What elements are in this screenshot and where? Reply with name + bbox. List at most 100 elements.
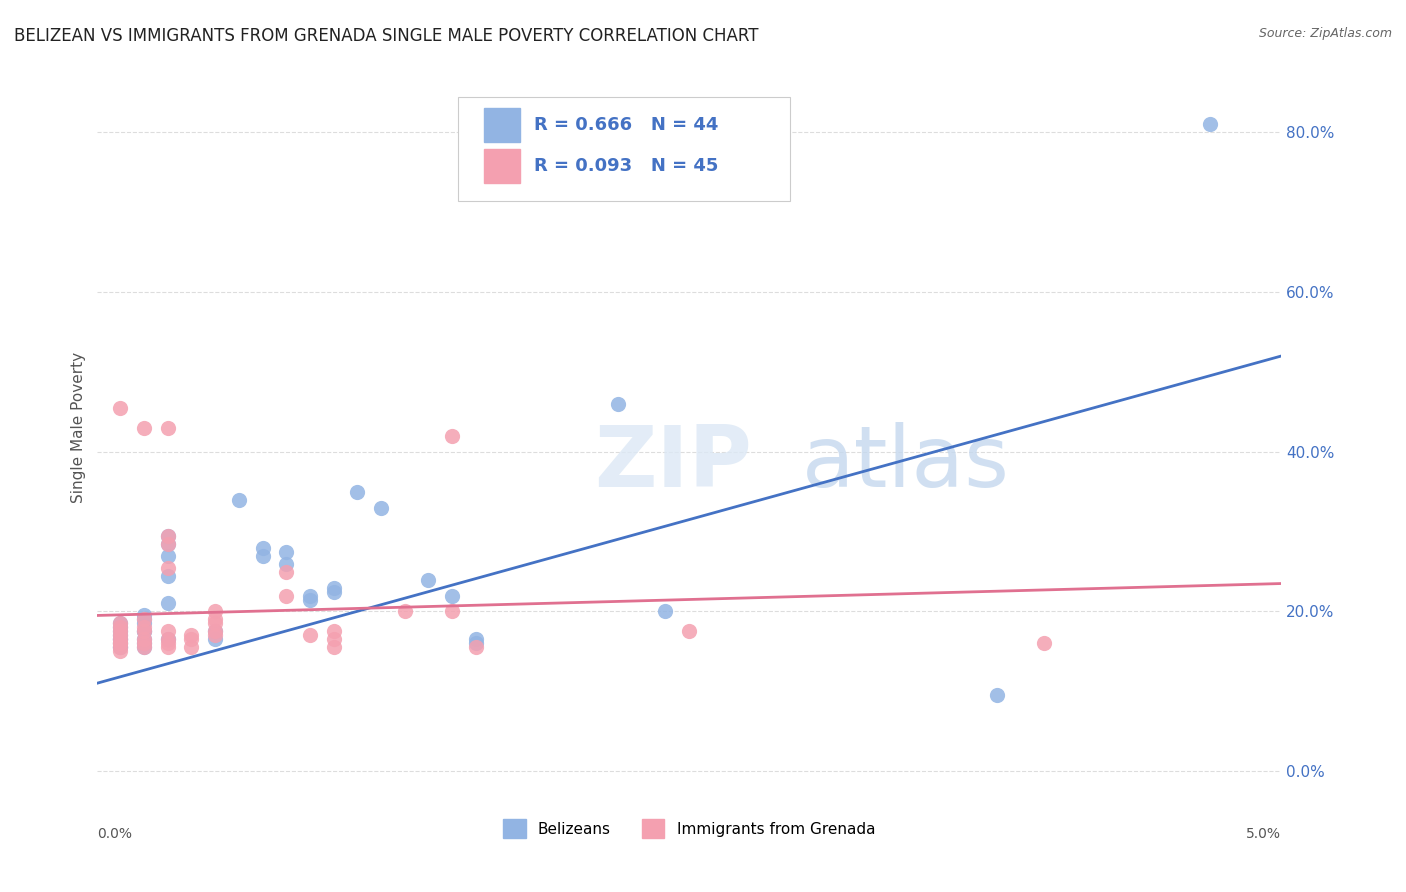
- Point: [156, 536, 179, 550]
- Point: [110, 636, 132, 650]
- Point: [132, 612, 155, 626]
- Point: [298, 628, 321, 642]
- Point: [252, 541, 274, 555]
- Point: [156, 536, 179, 550]
- Point: [276, 589, 298, 603]
- Point: [110, 616, 132, 631]
- Point: [156, 640, 179, 655]
- Point: [322, 632, 344, 647]
- Point: [298, 592, 321, 607]
- Point: [1033, 636, 1056, 650]
- Point: [110, 624, 132, 639]
- Point: [110, 640, 132, 655]
- Point: [464, 636, 486, 650]
- Point: [276, 565, 298, 579]
- Text: atlas: atlas: [801, 422, 1010, 505]
- Point: [132, 608, 155, 623]
- Point: [110, 628, 132, 642]
- Point: [298, 589, 321, 603]
- Point: [441, 429, 464, 443]
- Text: 5.0%: 5.0%: [1246, 827, 1281, 840]
- Point: [156, 597, 179, 611]
- Point: [110, 640, 132, 655]
- Point: [110, 616, 132, 631]
- Point: [156, 549, 179, 563]
- Point: [132, 624, 155, 639]
- Point: [132, 640, 155, 655]
- Point: [132, 636, 155, 650]
- Point: [110, 624, 132, 639]
- Point: [370, 500, 392, 515]
- Point: [322, 584, 344, 599]
- Text: R = 0.093   N = 45: R = 0.093 N = 45: [534, 157, 718, 175]
- Point: [276, 544, 298, 558]
- Text: BELIZEAN VS IMMIGRANTS FROM GRENADA SINGLE MALE POVERTY CORRELATION CHART: BELIZEAN VS IMMIGRANTS FROM GRENADA SING…: [14, 27, 759, 45]
- Point: [464, 640, 486, 655]
- Point: [110, 401, 132, 415]
- Point: [678, 624, 700, 639]
- Text: 0.0%: 0.0%: [97, 827, 132, 840]
- Bar: [484, 108, 520, 142]
- Point: [394, 605, 416, 619]
- Bar: [484, 149, 520, 184]
- Point: [132, 616, 155, 631]
- Point: [276, 557, 298, 571]
- Legend: Belizeans, Immigrants from Grenada: Belizeans, Immigrants from Grenada: [496, 814, 882, 844]
- Point: [110, 620, 132, 634]
- Point: [132, 632, 155, 647]
- Point: [156, 632, 179, 647]
- Point: [132, 612, 155, 626]
- Point: [110, 632, 132, 647]
- Point: [1199, 117, 1222, 131]
- Point: [156, 528, 179, 542]
- FancyBboxPatch shape: [458, 97, 790, 202]
- Point: [110, 640, 132, 655]
- Y-axis label: Single Male Poverty: Single Male Poverty: [72, 352, 86, 503]
- Point: [180, 628, 202, 642]
- Point: [322, 581, 344, 595]
- Point: [204, 624, 226, 639]
- Point: [132, 636, 155, 650]
- Point: [441, 605, 464, 619]
- Point: [204, 624, 226, 639]
- Point: [156, 568, 179, 582]
- Point: [180, 640, 202, 655]
- Point: [110, 636, 132, 650]
- Point: [156, 560, 179, 574]
- Point: [204, 616, 226, 631]
- Point: [110, 632, 132, 647]
- Point: [204, 612, 226, 626]
- Point: [132, 624, 155, 639]
- Text: ZIP: ZIP: [595, 422, 752, 505]
- Point: [156, 632, 179, 647]
- Point: [252, 549, 274, 563]
- Point: [322, 624, 344, 639]
- Point: [156, 636, 179, 650]
- Point: [132, 421, 155, 435]
- Point: [228, 492, 250, 507]
- Point: [204, 628, 226, 642]
- Point: [986, 689, 1008, 703]
- Point: [204, 605, 226, 619]
- Point: [156, 421, 179, 435]
- Point: [110, 628, 132, 642]
- Point: [607, 397, 630, 411]
- Point: [156, 528, 179, 542]
- Point: [441, 589, 464, 603]
- Point: [110, 632, 132, 647]
- Point: [180, 632, 202, 647]
- Point: [156, 624, 179, 639]
- Point: [418, 573, 440, 587]
- Point: [132, 640, 155, 655]
- Point: [110, 620, 132, 634]
- Point: [110, 636, 132, 650]
- Point: [110, 644, 132, 658]
- Text: Source: ZipAtlas.com: Source: ZipAtlas.com: [1258, 27, 1392, 40]
- Point: [322, 640, 344, 655]
- Text: R = 0.666   N = 44: R = 0.666 N = 44: [534, 116, 718, 134]
- Point: [346, 484, 368, 499]
- Point: [132, 632, 155, 647]
- Point: [464, 632, 486, 647]
- Point: [204, 632, 226, 647]
- Point: [132, 624, 155, 639]
